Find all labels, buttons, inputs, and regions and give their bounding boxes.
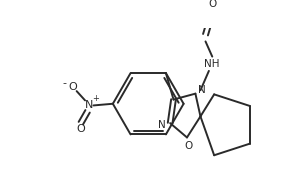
Text: -: - [62, 78, 66, 89]
Text: N: N [85, 100, 94, 110]
Text: O: O [77, 124, 85, 134]
Text: O: O [68, 82, 77, 92]
Text: NH: NH [205, 59, 220, 69]
Text: O: O [184, 141, 193, 151]
Text: N: N [158, 120, 166, 130]
Text: N: N [198, 85, 206, 95]
Text: O: O [208, 0, 216, 9]
Text: +: + [92, 94, 99, 103]
